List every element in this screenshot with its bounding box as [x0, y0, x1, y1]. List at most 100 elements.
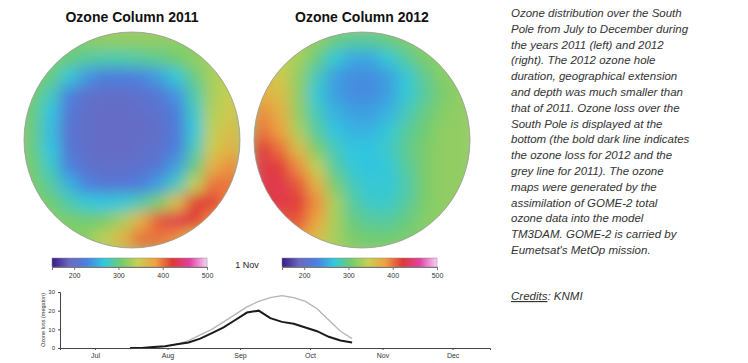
color-bar-tick-mark — [437, 267, 438, 270]
map-cell — [168, 212, 187, 231]
map-cell — [24, 176, 43, 195]
map-cell — [150, 32, 169, 51]
map-cell — [398, 176, 417, 195]
caption-line: (right). The 2012 ozone hole — [511, 54, 655, 66]
map-cell — [416, 140, 435, 159]
map-cell — [24, 122, 43, 141]
map-cell — [290, 140, 309, 159]
caption-line: duration, geographical extension — [511, 70, 677, 82]
x-tick-mark — [310, 348, 311, 350]
caption-line: assimilation of GOME-2 total — [511, 197, 658, 209]
caption-line: the years 2011 (left) and 2012 — [511, 39, 664, 51]
map-cell — [132, 32, 151, 51]
map-cell — [78, 86, 97, 105]
map-cell — [398, 50, 417, 69]
map-cell — [186, 104, 205, 123]
map-cell — [272, 86, 291, 105]
x-tick-mark — [383, 348, 384, 350]
map-cell — [362, 50, 381, 69]
map-cell — [222, 176, 241, 195]
map-cell — [96, 122, 115, 141]
y-tick-mark — [58, 311, 60, 312]
x-axis-line — [61, 349, 491, 351]
map-cell — [326, 50, 345, 69]
map-cell — [308, 194, 327, 213]
map-cell — [416, 194, 435, 213]
color-bar-tick-mark — [74, 267, 75, 270]
map-cell — [186, 176, 205, 195]
map-cell — [290, 194, 309, 213]
map-cell — [42, 140, 61, 159]
y-tick-mark — [58, 329, 60, 330]
map-cell — [42, 104, 61, 123]
map-cell — [398, 104, 417, 123]
map-cell — [326, 140, 345, 159]
map-cell — [362, 140, 381, 159]
caption-line: South Pole is displayed at the — [511, 118, 663, 130]
map-cell — [380, 86, 399, 105]
x-tick: Nov — [377, 348, 390, 359]
map-cell — [132, 140, 151, 159]
x-tick-label: Aug — [162, 352, 175, 360]
x-axis: JulAugSepOctNovDec — [61, 348, 491, 360]
date-label: 1 Nov — [235, 260, 259, 270]
map-cell — [398, 86, 417, 105]
map-cell — [380, 194, 399, 213]
map-cell — [132, 104, 151, 123]
map-cell — [362, 122, 381, 141]
map-cell — [308, 176, 327, 195]
map-cell — [434, 50, 453, 69]
map-cell — [272, 176, 291, 195]
map-cell — [204, 50, 223, 69]
map-cell — [416, 68, 435, 87]
caption-line: and depth was much smaller than — [511, 86, 683, 98]
map-cell — [114, 194, 133, 213]
map-title: Ozone Column 2011 — [65, 9, 198, 25]
map-cell — [132, 230, 151, 249]
x-tick: Aug — [162, 348, 175, 360]
map-cell — [204, 212, 223, 231]
map-cell — [96, 50, 115, 69]
y-axis: 0102030 — [48, 289, 60, 351]
y-tick: 10 — [48, 327, 60, 333]
map-cell — [416, 122, 435, 141]
map-cell — [60, 194, 79, 213]
color-bar-tick-mark — [304, 267, 305, 270]
map-cell — [132, 122, 151, 141]
map-cell — [78, 32, 97, 51]
color-bar-tick-label: 500 — [202, 272, 214, 279]
map-field — [24, 32, 241, 249]
map-cell — [150, 68, 169, 87]
color-bar-tick: 400 — [157, 267, 169, 279]
map-cell — [132, 158, 151, 177]
y-tick-label: 0 — [52, 345, 56, 351]
map-cell — [78, 140, 97, 159]
x-tick-label: Jul — [91, 352, 100, 359]
map-edge — [254, 32, 470, 248]
map-cell — [150, 104, 169, 123]
caption-line: Ozone distribution over the South — [511, 7, 682, 19]
map-cell — [132, 50, 151, 69]
map-background — [24, 32, 240, 248]
map-cell — [24, 140, 43, 159]
map-cell — [362, 176, 381, 195]
map-cell — [452, 158, 471, 177]
map-cell — [398, 68, 417, 87]
y-tick: 30 — [48, 289, 60, 295]
map-cell — [362, 68, 381, 87]
map-cell — [326, 176, 345, 195]
caption-line: Pole from July to December during — [511, 23, 689, 35]
caption-line: ozone data into the model — [511, 212, 644, 224]
color-bar-tick: 400 — [387, 267, 399, 279]
caption-line: TM3DAM. GOME-2 is carried by — [511, 228, 678, 240]
map-cell — [452, 104, 471, 123]
map-cell — [452, 140, 471, 159]
map-cell — [168, 230, 187, 249]
map-cell — [416, 158, 435, 177]
color-bar-tick: 200 — [299, 267, 311, 279]
color-bar-tick-mark — [163, 267, 164, 270]
map-cell — [344, 194, 363, 213]
map-cell — [416, 86, 435, 105]
map-cell — [96, 32, 115, 51]
map-cell — [416, 176, 435, 195]
